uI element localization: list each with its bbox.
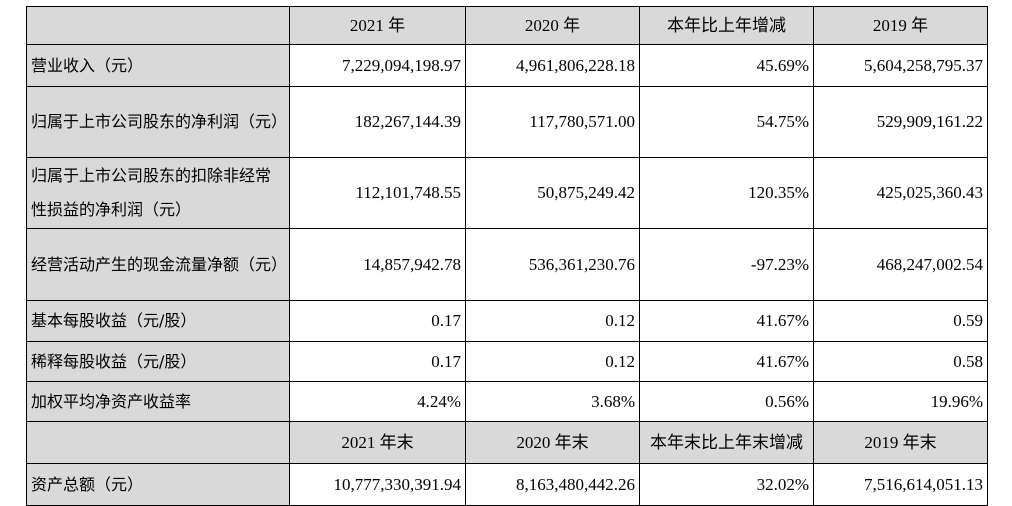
table-row: 归属于上市公司股东的扣除非经常性损益的净利润（元） 112,101,748.55… (26, 157, 988, 229)
row-label: 营业收入（元） (26, 44, 290, 87)
row-label: 稀释每股收益（元/股） (26, 341, 290, 382)
value-2020: 8,163,480,442.26 (465, 463, 640, 506)
value-2021: 0.17 (289, 300, 466, 342)
value-change: -97.23% (639, 228, 814, 301)
value-2020: 117,780,571.00 (465, 86, 640, 158)
header-row-year-end: 2021 年末 2020 年末 本年末比上年末增减 2019 年末 (26, 421, 988, 464)
table-row: 资产总额（元） 10,777,330,391.94 8,163,480,442.… (26, 463, 988, 506)
header-blank (26, 421, 290, 464)
value-2019: 0.59 (813, 300, 988, 342)
row-label: 资产总额（元） (26, 463, 290, 506)
value-2020: 50,875,249.42 (465, 157, 640, 229)
header-blank (26, 6, 290, 45)
value-change: 0.56% (639, 381, 814, 422)
value-2021: 10,777,330,391.94 (289, 463, 466, 506)
header-change-end: 本年末比上年末增减 (639, 421, 814, 464)
value-change: 41.67% (639, 300, 814, 342)
header-2021-end: 2021 年末 (289, 421, 466, 464)
table-row: 经营活动产生的现金流量净额（元） 14,857,942.78 536,361,2… (26, 228, 988, 301)
value-change: 45.69% (639, 44, 814, 87)
value-change: 120.35% (639, 157, 814, 229)
value-2021: 0.17 (289, 341, 466, 382)
value-2019: 5,604,258,795.37 (813, 44, 988, 87)
value-2020: 536,361,230.76 (465, 228, 640, 301)
row-label: 经营活动产生的现金流量净额（元） (26, 228, 290, 301)
value-2019: 19.96% (813, 381, 988, 422)
value-change: 32.02% (639, 463, 814, 506)
table-row: 归属于上市公司股东的净利润（元） 182,267,144.39 117,780,… (26, 86, 988, 158)
value-2021: 112,101,748.55 (289, 157, 466, 229)
table-row: 加权平均净资产收益率 4.24% 3.68% 0.56% 19.96% (26, 381, 988, 422)
header-2020-end: 2020 年末 (465, 421, 640, 464)
value-2021: 182,267,144.39 (289, 86, 466, 158)
header-2020: 2020 年 (465, 6, 640, 45)
header-change: 本年比上年增减 (639, 6, 814, 45)
table-row: 稀释每股收益（元/股） 0.17 0.12 41.67% 0.58 (26, 341, 988, 382)
value-change: 54.75% (639, 86, 814, 158)
row-label: 归属于上市公司股东的扣除非经常性损益的净利润（元） (26, 157, 290, 229)
value-2019: 0.58 (813, 341, 988, 382)
row-label: 加权平均净资产收益率 (26, 381, 290, 422)
header-2019-end: 2019 年末 (813, 421, 988, 464)
table-row: 基本每股收益（元/股） 0.17 0.12 41.67% 0.59 (26, 300, 988, 342)
value-2021: 7,229,094,198.97 (289, 44, 466, 87)
header-2021: 2021 年 (289, 6, 466, 45)
row-label: 归属于上市公司股东的净利润（元） (26, 86, 290, 158)
value-2021: 14,857,942.78 (289, 228, 466, 301)
value-2020: 4,961,806,228.18 (465, 44, 640, 87)
value-2019: 468,247,002.54 (813, 228, 988, 301)
financial-summary-table: 2021 年 2020 年 本年比上年增减 2019 年 营业收入（元） 7,2… (26, 6, 988, 506)
header-row: 2021 年 2020 年 本年比上年增减 2019 年 (26, 6, 988, 45)
value-2021: 4.24% (289, 381, 466, 422)
row-label: 基本每股收益（元/股） (26, 300, 290, 342)
value-2019: 425,025,360.43 (813, 157, 988, 229)
value-2020: 3.68% (465, 381, 640, 422)
value-2019: 529,909,161.22 (813, 86, 988, 158)
value-2019: 7,516,614,051.13 (813, 463, 988, 506)
header-2019: 2019 年 (813, 6, 988, 45)
value-2020: 0.12 (465, 341, 640, 382)
table-row: 营业收入（元） 7,229,094,198.97 4,961,806,228.1… (26, 44, 988, 87)
value-change: 41.67% (639, 341, 814, 382)
value-2020: 0.12 (465, 300, 640, 342)
